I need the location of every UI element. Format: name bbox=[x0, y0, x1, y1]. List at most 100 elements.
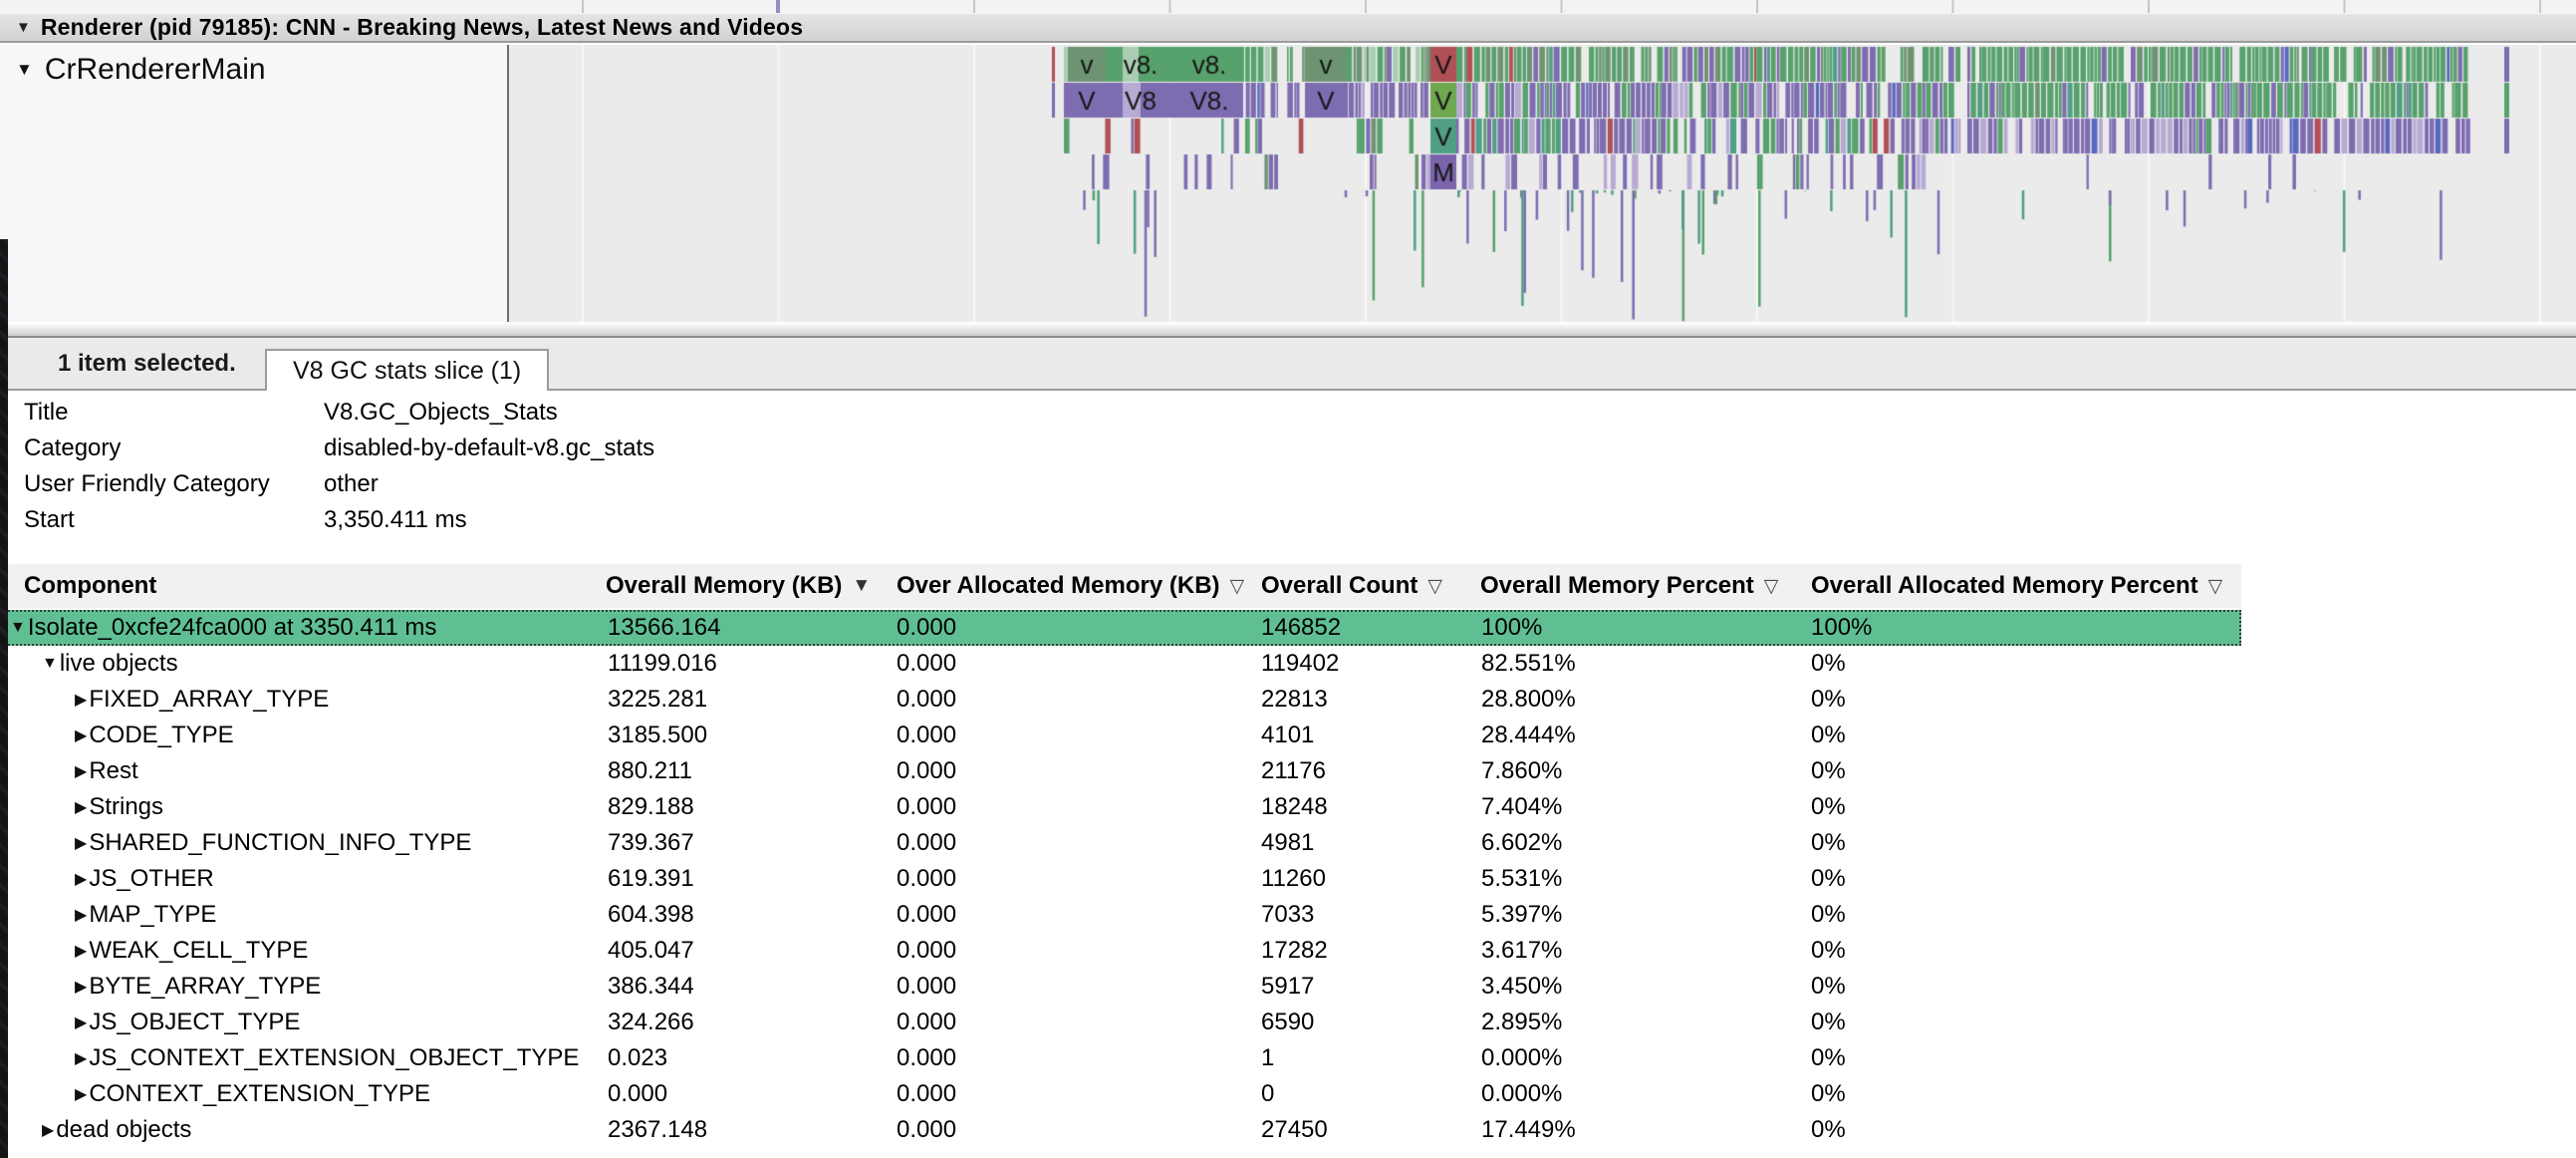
value-cell: 0.000 bbox=[897, 686, 957, 713]
component-cell: ▶ dead objects bbox=[42, 1112, 191, 1148]
analysis-left-edge bbox=[0, 239, 8, 1158]
component-name: CODE_TYPE bbox=[89, 722, 234, 748]
table-row[interactable]: ▶ FIXED_ARRAY_TYPE 3225.281 0.000 22813 28.80… bbox=[0, 682, 2241, 718]
process-header-renderer[interactable]: ▼ Renderer (pid 79185): CNN - Breaking N… bbox=[0, 13, 2576, 43]
column-header-label: Overall Memory Percent bbox=[1480, 572, 1754, 599]
component-cell: ▼ live objects bbox=[42, 646, 178, 682]
value-cell: 100% bbox=[1481, 614, 1543, 641]
component-cell: ▶ CONTEXT_EXTENSION_TYPE bbox=[75, 1076, 430, 1112]
thread-row-crrenderermain[interactable]: ▼ CrRendererMain bbox=[0, 53, 266, 87]
component-name: MAP_TYPE bbox=[89, 901, 217, 928]
expand-triangle-icon[interactable]: ▶ bbox=[75, 871, 88, 888]
table-row[interactable]: ▶ MAP_TYPE 604.398 0.000 7033 5.397% 0% bbox=[0, 897, 2241, 933]
value-cell: 5.397% bbox=[1481, 901, 1563, 928]
table-row[interactable]: ▶ dead objects 2367.148 0.000 27450 17.449% 0% bbox=[0, 1112, 2241, 1148]
expand-triangle-icon[interactable]: ▶ bbox=[75, 979, 88, 996]
value-cell: 829.188 bbox=[608, 793, 694, 820]
tab-v8-gc-stats-slice[interactable]: V8 GC stats slice (1) bbox=[265, 349, 550, 391]
value-cell: 0.000 bbox=[897, 614, 957, 641]
component-cell: ▶ Strings bbox=[75, 789, 163, 825]
table-row[interactable]: ▶ Rest 880.211 0.000 21176 7.860% 0% bbox=[0, 753, 2241, 789]
table-row[interactable]: ▶ CODE_TYPE 3185.500 0.000 4101 28.444% 0% bbox=[0, 718, 2241, 753]
expand-triangle-icon[interactable]: ▶ bbox=[75, 835, 88, 852]
value-cell: 7.404% bbox=[1481, 793, 1563, 820]
collapse-triangle-icon[interactable]: ▼ bbox=[42, 655, 58, 672]
value-cell: 0% bbox=[1811, 757, 1846, 784]
value-cell: 0% bbox=[1811, 722, 1846, 748]
value-cell: 13566.164 bbox=[608, 614, 721, 641]
detail-label: Start bbox=[24, 506, 75, 533]
value-cell: 0 bbox=[1261, 1080, 1275, 1107]
column-header[interactable]: Component bbox=[24, 564, 156, 608]
sort-arrow-icon[interactable]: ▽ bbox=[2207, 575, 2223, 597]
expand-triangle-icon[interactable]: ▶ bbox=[75, 727, 88, 744]
component-cell: ▶ FIXED_ARRAY_TYPE bbox=[75, 682, 329, 718]
column-header[interactable]: Overall Memory (KB) ▼ bbox=[606, 564, 871, 608]
collapse-triangle-icon[interactable]: ▼ bbox=[10, 619, 26, 636]
value-cell: 3185.500 bbox=[608, 722, 708, 748]
component-name: JS_OTHER bbox=[89, 865, 214, 892]
column-header[interactable]: Overall Allocated Memory Percent ▽ bbox=[1811, 564, 2222, 608]
chevron-down-icon[interactable]: ▼ bbox=[16, 60, 33, 79]
value-cell: 0.000 bbox=[897, 722, 957, 748]
sort-arrow-icon[interactable]: ▽ bbox=[1427, 575, 1442, 597]
value-cell: 28.800% bbox=[1481, 686, 1576, 713]
timeline-track-area[interactable]: ▼ CrRendererMain bbox=[0, 45, 2576, 322]
expand-triangle-icon[interactable]: ▶ bbox=[75, 1014, 88, 1031]
flame-chart-canvas[interactable] bbox=[509, 45, 2576, 322]
expand-triangle-icon[interactable]: ▶ bbox=[42, 1122, 55, 1139]
table-row[interactable]: ▶ JS_CONTEXT_EXTENSION_OBJECT_TYPE 0.023 0.… bbox=[0, 1040, 2241, 1076]
sort-arrow-icon[interactable]: ▼ bbox=[852, 575, 872, 596]
component-cell: ▶ Rest bbox=[75, 753, 138, 789]
value-cell: 119402 bbox=[1261, 650, 1340, 677]
table-row[interactable]: ▶ Strings 829.188 0.000 18248 7.404% 0% bbox=[0, 789, 2241, 825]
column-header[interactable]: Overall Memory Percent ▽ bbox=[1480, 564, 1778, 608]
detail-label: User Friendly Category bbox=[24, 470, 270, 497]
column-header-label: Over Allocated Memory (KB) bbox=[897, 572, 1220, 599]
expand-triangle-icon[interactable]: ▶ bbox=[75, 763, 88, 780]
expand-triangle-icon[interactable]: ▶ bbox=[75, 1050, 88, 1067]
column-header[interactable]: Overall Count ▽ bbox=[1261, 564, 1442, 608]
time-ruler[interactable] bbox=[0, 0, 2576, 13]
expand-triangle-icon[interactable]: ▶ bbox=[75, 1086, 88, 1103]
value-cell: 604.398 bbox=[608, 901, 694, 928]
value-cell: 0.023 bbox=[608, 1044, 668, 1071]
value-cell: 0.000 bbox=[897, 865, 957, 892]
chevron-down-icon[interactable]: ▼ bbox=[16, 19, 31, 36]
table-row[interactable]: ▶ BYTE_ARRAY_TYPE 386.344 0.000 5917 3.450% 0% bbox=[0, 969, 2241, 1005]
process-title: Renderer (pid 79185): CNN - Breaking New… bbox=[40, 14, 804, 40]
table-row[interactable]: ▶ CONTEXT_EXTENSION_TYPE 0.000 0.000 0 0.000%… bbox=[0, 1076, 2241, 1112]
value-cell: 619.391 bbox=[608, 865, 694, 892]
detail-value: disabled-by-default-v8.gc_stats bbox=[324, 434, 655, 461]
expand-triangle-icon[interactable]: ▶ bbox=[75, 943, 88, 960]
component-name: dead objects bbox=[56, 1116, 192, 1143]
sort-arrow-icon[interactable]: ▽ bbox=[1229, 575, 1245, 597]
value-cell: 0.000 bbox=[897, 793, 957, 820]
table-row[interactable]: ▶ JS_OTHER 619.391 0.000 11260 5.531% 0% bbox=[0, 861, 2241, 897]
expand-triangle-icon[interactable]: ▶ bbox=[75, 692, 88, 709]
timeline-analysis-divider[interactable] bbox=[0, 322, 2576, 338]
detail-row: Start 3,350.411 ms bbox=[0, 502, 1195, 538]
value-cell: 82.551% bbox=[1481, 650, 1576, 677]
value-cell: 146852 bbox=[1261, 614, 1342, 641]
track-label-panel: ▼ CrRendererMain bbox=[0, 45, 509, 322]
column-header[interactable]: Over Allocated Memory (KB) ▽ bbox=[897, 564, 1244, 608]
table-row[interactable]: ▶ WEAK_CELL_TYPE 405.047 0.000 17282 3.617% 0% bbox=[0, 933, 2241, 969]
expand-triangle-icon[interactable]: ▶ bbox=[75, 799, 88, 816]
detail-value: 3,350.411 ms bbox=[324, 506, 467, 533]
value-cell: 27450 bbox=[1261, 1116, 1328, 1143]
value-cell: 0.000 bbox=[897, 1009, 957, 1035]
component-name: WEAK_CELL_TYPE bbox=[89, 937, 309, 964]
component-cell: ▶ SHARED_FUNCTION_INFO_TYPE bbox=[75, 825, 471, 861]
value-cell: 3225.281 bbox=[608, 686, 708, 713]
selection-status: 1 item selected. bbox=[58, 349, 236, 377]
expand-triangle-icon[interactable]: ▶ bbox=[75, 907, 88, 924]
table-row-selected[interactable]: ▼ Isolate_0xcfe24fca000 at 3350.411 ms 135… bbox=[0, 610, 2241, 646]
sort-arrow-icon[interactable]: ▽ bbox=[1763, 575, 1779, 597]
component-cell: ▶ MAP_TYPE bbox=[75, 897, 216, 933]
value-cell: 2.895% bbox=[1481, 1009, 1563, 1035]
table-row[interactable]: ▼ live objects 11199.016 0.000 119402 82.551%… bbox=[0, 646, 2241, 682]
table-row[interactable]: ▶ SHARED_FUNCTION_INFO_TYPE 739.367 0.000 49… bbox=[0, 825, 2241, 861]
table-row[interactable]: ▶ JS_OBJECT_TYPE 324.266 0.000 6590 2.895% 0% bbox=[0, 1005, 2241, 1040]
value-cell: 0.000 bbox=[897, 829, 957, 856]
